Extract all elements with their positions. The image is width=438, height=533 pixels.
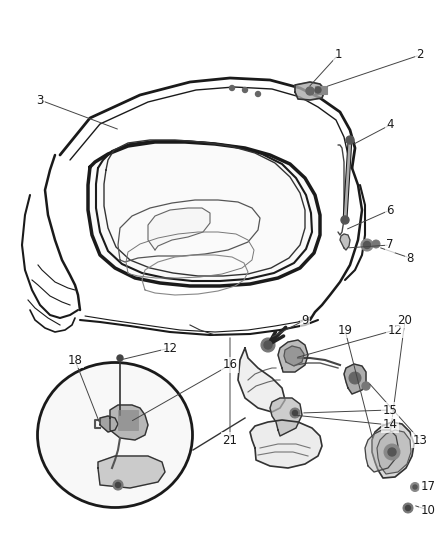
Text: 19: 19	[338, 324, 353, 336]
Text: 16: 16	[223, 359, 237, 372]
Circle shape	[290, 408, 300, 418]
Circle shape	[388, 448, 396, 456]
Polygon shape	[284, 346, 304, 366]
Polygon shape	[98, 456, 165, 488]
Text: 4: 4	[386, 118, 394, 132]
Polygon shape	[238, 348, 285, 412]
Circle shape	[315, 87, 321, 93]
Ellipse shape	[38, 362, 192, 507]
Circle shape	[410, 482, 420, 491]
Circle shape	[255, 92, 261, 96]
Text: 12: 12	[388, 324, 403, 336]
Text: 18: 18	[67, 353, 82, 367]
Text: 14: 14	[382, 418, 398, 432]
Text: 21: 21	[223, 433, 237, 447]
Circle shape	[341, 216, 349, 224]
Circle shape	[403, 503, 413, 513]
Polygon shape	[278, 340, 308, 372]
Text: 9: 9	[301, 313, 309, 327]
Circle shape	[364, 241, 371, 248]
Polygon shape	[110, 405, 148, 440]
Text: 12: 12	[162, 342, 177, 354]
Polygon shape	[377, 430, 411, 474]
Circle shape	[406, 505, 410, 511]
Text: 13: 13	[413, 433, 427, 447]
Circle shape	[261, 338, 275, 352]
Polygon shape	[344, 364, 366, 394]
Circle shape	[349, 372, 361, 384]
Circle shape	[117, 355, 123, 361]
Circle shape	[264, 341, 272, 349]
Polygon shape	[340, 234, 350, 250]
Circle shape	[346, 136, 354, 144]
Text: 20: 20	[398, 313, 413, 327]
Circle shape	[413, 485, 417, 489]
Circle shape	[361, 239, 373, 251]
Circle shape	[116, 482, 120, 488]
Polygon shape	[100, 416, 118, 432]
Circle shape	[362, 382, 370, 390]
Text: 2: 2	[416, 49, 424, 61]
Text: 1: 1	[334, 49, 342, 61]
Polygon shape	[148, 208, 210, 250]
Polygon shape	[295, 82, 325, 100]
Polygon shape	[250, 420, 322, 468]
Bar	[315, 86, 327, 94]
Circle shape	[384, 444, 400, 460]
Circle shape	[230, 85, 234, 91]
Polygon shape	[372, 422, 414, 478]
Circle shape	[243, 87, 247, 93]
Text: 10: 10	[420, 504, 435, 516]
Text: 15: 15	[382, 403, 397, 416]
Text: 3: 3	[36, 93, 44, 107]
Text: 8: 8	[406, 252, 413, 264]
Polygon shape	[270, 398, 302, 436]
Circle shape	[306, 87, 314, 95]
Circle shape	[113, 480, 123, 490]
Circle shape	[372, 240, 380, 248]
Polygon shape	[88, 142, 320, 286]
Text: 17: 17	[420, 481, 435, 494]
Polygon shape	[365, 430, 398, 472]
Text: 7: 7	[386, 238, 394, 252]
Text: 6: 6	[386, 204, 394, 216]
Circle shape	[293, 410, 297, 416]
Bar	[118, 410, 138, 430]
